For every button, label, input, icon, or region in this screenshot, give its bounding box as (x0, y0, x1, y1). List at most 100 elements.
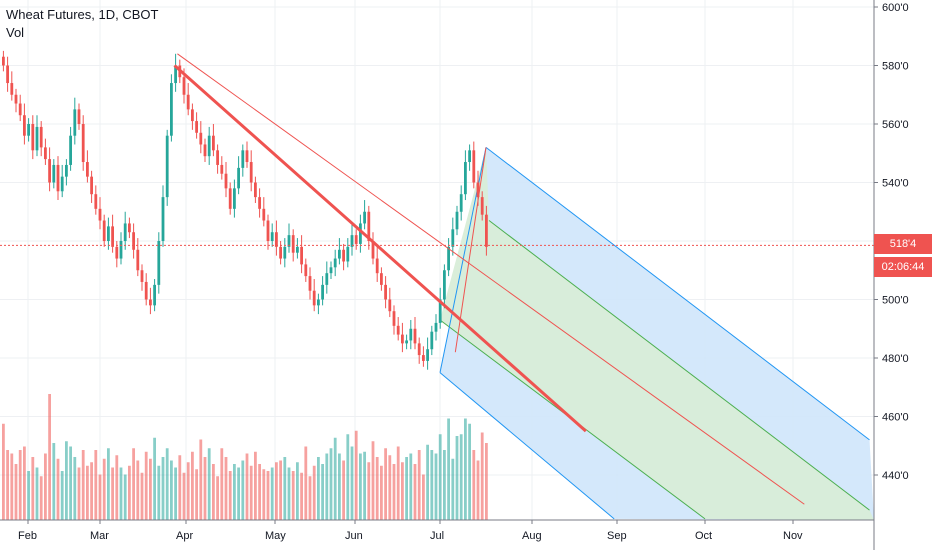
candle-body (333, 258, 337, 268)
candle-body (375, 258, 379, 274)
volume-bar (90, 462, 93, 520)
candle-body (451, 229, 455, 247)
volume-bar (434, 453, 438, 520)
time-axis-label: Oct (695, 530, 712, 542)
candle-body (455, 211, 459, 230)
volume-label[interactable]: Vol (6, 25, 25, 40)
candle-body (39, 126, 43, 148)
pitchfork-upper-inner-line (488, 220, 870, 511)
volume-bar (86, 465, 89, 520)
candle-body (157, 241, 161, 285)
volume-bar (165, 448, 169, 520)
volume-bar (77, 467, 81, 520)
price-axis-label: 540'0 (882, 178, 909, 190)
candle-body (77, 109, 81, 124)
volume-bar (451, 458, 455, 520)
candle-body (392, 311, 396, 326)
pitchfork-upper-outer-line (485, 147, 870, 441)
candle-body (266, 220, 270, 241)
candle-body (182, 77, 186, 95)
candle-body (338, 249, 341, 259)
volume-bar (346, 434, 350, 520)
candle-body (359, 223, 362, 244)
volume-bar (472, 450, 476, 520)
candle-body (23, 115, 26, 136)
candle-body (102, 220, 106, 241)
candle-body (132, 232, 135, 250)
candle-body (18, 103, 22, 116)
candle-body (170, 83, 173, 136)
volume-bar (254, 451, 257, 520)
candle-body (447, 246, 450, 271)
volume-bar (342, 460, 345, 520)
volume-bar (388, 455, 392, 520)
candle-body (405, 340, 408, 344)
candle-body (94, 194, 98, 209)
volume-bar (417, 450, 421, 520)
candle-body (195, 121, 198, 133)
candle-body (224, 173, 228, 189)
volume-bar (459, 434, 463, 520)
volume-bar (23, 446, 26, 520)
candle-body (262, 208, 266, 221)
time-axis-label: Aug (522, 530, 542, 542)
volume-bar (10, 453, 14, 520)
candle-body (140, 270, 144, 282)
candle-body (207, 135, 211, 157)
volume-bar (186, 462, 190, 520)
volume-bar (132, 448, 135, 520)
volume-bar (258, 464, 261, 520)
volume-bar (262, 469, 266, 520)
volume-bar (170, 460, 173, 520)
candle-body (241, 150, 245, 168)
price-axis-label: 600'0 (882, 2, 909, 14)
volume-bar (233, 464, 236, 520)
pitchfork-inner-fill (440, 147, 874, 520)
volume-bar (405, 457, 408, 520)
candle-body (426, 349, 429, 361)
candle-body (111, 226, 114, 247)
volume-bar (350, 446, 354, 520)
volume-bar (413, 464, 417, 520)
candle-body (191, 109, 194, 122)
candle-body (380, 273, 383, 285)
volume-bar (468, 423, 471, 520)
candle-body (119, 241, 123, 259)
volume-bar (426, 444, 429, 520)
candle-body (245, 150, 249, 163)
volume-bar (52, 443, 56, 520)
candle-body (149, 299, 152, 306)
volume-bar (153, 437, 156, 520)
candle-body (321, 284, 324, 300)
candle-body (354, 235, 358, 244)
candle-body (476, 182, 480, 198)
volume-bar (422, 474, 425, 520)
candle-body (220, 164, 224, 174)
candle-body (304, 264, 308, 277)
volume-bar (270, 467, 274, 520)
price-axis-label: 500'0 (882, 295, 909, 307)
volume-bar (119, 467, 123, 520)
candle-body (98, 208, 102, 221)
candle-body (430, 331, 434, 350)
candle-body (443, 270, 446, 300)
volume-bar (18, 450, 22, 520)
candle-body (249, 162, 253, 183)
symbol-title[interactable]: Wheat Futures, 1D, CBOT (6, 7, 159, 22)
volume-bar (359, 453, 362, 520)
last-price-badge: 518'4 (874, 234, 932, 254)
candle-body (35, 126, 39, 151)
volume-bar (296, 462, 299, 520)
volume-bar (249, 465, 253, 520)
time-axis-label: Mar (90, 530, 109, 542)
price-axis-label: 560'0 (882, 119, 909, 131)
volume-bar (329, 448, 333, 520)
volume-bar (338, 453, 341, 520)
volume-bar (27, 471, 30, 520)
volume-bar (144, 451, 148, 520)
candle-body (115, 246, 119, 259)
volume-bar (182, 472, 186, 520)
candle-body (174, 65, 177, 84)
